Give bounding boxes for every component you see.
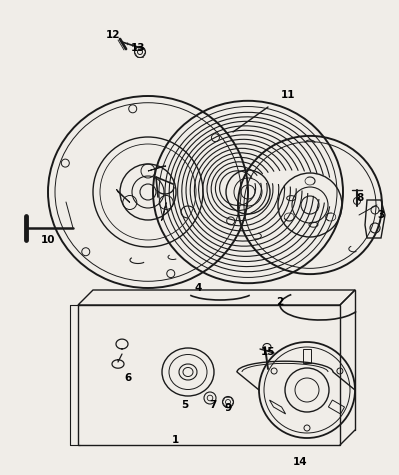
Text: 15: 15 bbox=[261, 347, 275, 357]
Text: 7: 7 bbox=[209, 400, 217, 410]
Text: 13: 13 bbox=[131, 43, 145, 53]
Text: 3: 3 bbox=[377, 210, 385, 220]
Text: 4: 4 bbox=[194, 283, 201, 293]
Text: 8: 8 bbox=[356, 193, 363, 203]
Text: 10: 10 bbox=[41, 235, 55, 245]
Text: 12: 12 bbox=[106, 30, 120, 40]
Text: 2: 2 bbox=[277, 297, 284, 307]
Text: 1: 1 bbox=[172, 435, 179, 445]
Text: 9: 9 bbox=[224, 403, 231, 413]
Text: 5: 5 bbox=[182, 400, 189, 410]
Text: 11: 11 bbox=[281, 90, 295, 100]
Text: 14: 14 bbox=[293, 457, 307, 467]
Text: 6: 6 bbox=[124, 373, 132, 383]
